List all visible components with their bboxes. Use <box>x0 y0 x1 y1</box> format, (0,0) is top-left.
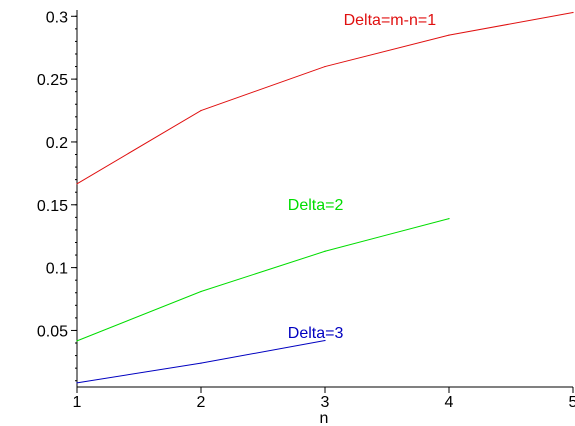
y-tick-label: 0.3 <box>46 9 68 26</box>
series-line-2 <box>76 218 450 342</box>
data-point <box>448 218 450 220</box>
data-point <box>324 65 326 68</box>
x-tick-label: 1 <box>73 394 82 411</box>
data-point <box>448 34 450 36</box>
y-tick-label: 0.1 <box>46 261 68 278</box>
y-tick-label: 0.25 <box>37 72 68 89</box>
y-tick-label: 0.05 <box>37 323 68 340</box>
data-point <box>76 183 78 185</box>
x-axis-title: n <box>320 410 329 426</box>
data-point <box>572 11 574 14</box>
data-point <box>200 290 202 293</box>
y-tick-label: 0.2 <box>46 135 68 152</box>
x-tick-label: 2 <box>197 394 206 411</box>
data-point <box>324 250 326 252</box>
data-point <box>76 382 78 384</box>
series-line-3 <box>76 340 326 384</box>
series-annotation-2: Delta=2 <box>288 197 344 214</box>
series-line-1 <box>76 12 574 185</box>
data-point <box>200 362 202 364</box>
x-tick-label: 4 <box>445 394 454 411</box>
x-tick-label: 3 <box>321 394 330 411</box>
x-tick-label: 5 <box>569 394 575 411</box>
data-point <box>200 109 202 112</box>
data-point <box>76 340 78 342</box>
series-annotation-3: Delta=3 <box>288 325 344 342</box>
y-tick-label: 0.15 <box>37 198 68 215</box>
series-annotation-1: Delta=m-n=1 <box>344 12 437 29</box>
data-point <box>324 339 326 342</box>
